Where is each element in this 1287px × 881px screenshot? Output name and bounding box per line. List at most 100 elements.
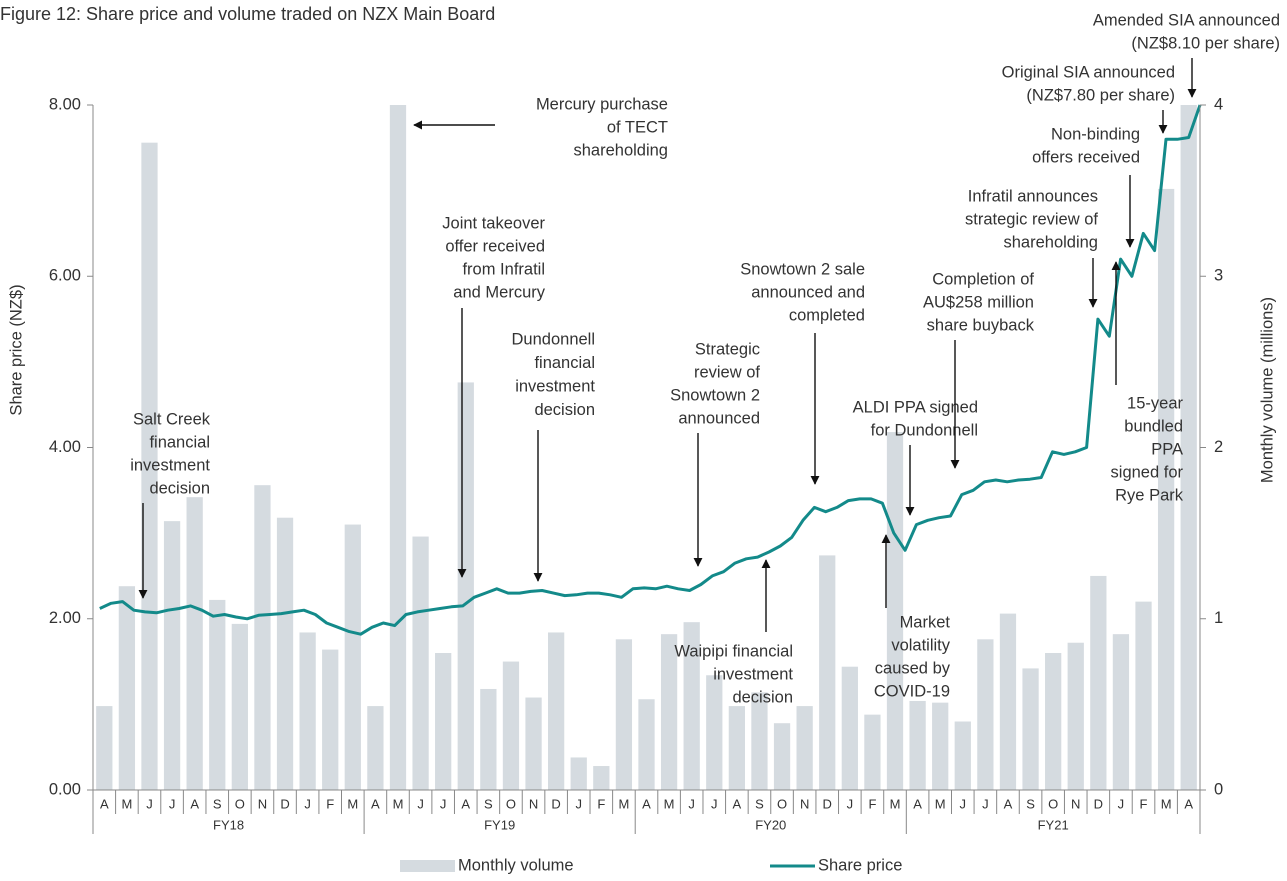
volume-bar bbox=[773, 723, 791, 790]
x-tick-label: M bbox=[664, 796, 675, 811]
volume-bar bbox=[909, 700, 926, 790]
annotation-text: (NZ$8.10 per share) bbox=[1131, 34, 1280, 52]
annotation-text: investment bbox=[713, 665, 793, 683]
group-label: FY19 bbox=[484, 817, 515, 832]
x-tick-label: M bbox=[935, 796, 946, 811]
y-tick-label: 4.00 bbox=[49, 438, 81, 456]
x-tick-label: A bbox=[100, 796, 109, 811]
volume-bar bbox=[819, 555, 836, 790]
volume-bar bbox=[435, 653, 452, 790]
x-tick-label: A bbox=[190, 796, 199, 811]
x-tick-label: J bbox=[711, 796, 718, 811]
x-tick-label: S bbox=[755, 796, 764, 811]
annotation-text: investment bbox=[515, 377, 595, 395]
volume-bar bbox=[96, 706, 113, 790]
annotation-text: completed bbox=[789, 306, 865, 324]
y2-tick-label: 0 bbox=[1214, 780, 1223, 798]
x-tick-label: J bbox=[688, 796, 695, 811]
volume-bar bbox=[1157, 188, 1175, 791]
annotation-text: Salt Creek bbox=[133, 410, 211, 428]
x-tick-label: D bbox=[280, 796, 289, 811]
volume-bar bbox=[1067, 642, 1084, 790]
volume-bar bbox=[276, 517, 294, 790]
x-tick-label: F bbox=[326, 796, 334, 811]
annotation-text: for Dundonnell bbox=[871, 421, 978, 439]
volume-bar bbox=[209, 599, 226, 790]
x-tick-label: A bbox=[1004, 796, 1013, 811]
annotation-text: financial bbox=[534, 354, 595, 372]
volume-bar bbox=[977, 639, 994, 790]
annotation-text: 15-year bbox=[1127, 394, 1183, 412]
volume-bar bbox=[638, 699, 655, 790]
x-tick-label: F bbox=[868, 796, 876, 811]
volume-bar bbox=[480, 688, 497, 790]
annotation-text: Strategic bbox=[695, 340, 760, 358]
volume-bar bbox=[186, 497, 203, 790]
annotation-text: Market bbox=[900, 613, 951, 631]
annotation-text: announced bbox=[678, 409, 760, 427]
annotation-text: (NZ$7.80 per share) bbox=[1026, 86, 1175, 104]
x-tick-label: J bbox=[440, 796, 447, 811]
x-tick-label: A bbox=[733, 796, 742, 811]
x-tick-label: O bbox=[235, 796, 245, 811]
x-tick-label: M bbox=[890, 796, 901, 811]
annotation-text: decision bbox=[732, 688, 793, 706]
volume-bar bbox=[118, 586, 136, 790]
x-tick-label: M bbox=[1161, 796, 1172, 811]
annotation-text: of TECT bbox=[607, 118, 668, 136]
x-tick-label: N bbox=[800, 796, 809, 811]
volume-bar bbox=[525, 697, 542, 790]
annotation-text: and Mercury bbox=[453, 283, 545, 301]
x-tick-label: O bbox=[777, 796, 787, 811]
volume-bar bbox=[1112, 634, 1130, 790]
annotation-text: Rye Park bbox=[1115, 486, 1184, 504]
volume-bar bbox=[389, 105, 407, 790]
x-tick-label: O bbox=[1048, 796, 1058, 811]
x-tick-label: O bbox=[506, 796, 516, 811]
volume-bar bbox=[999, 613, 1017, 790]
volume-bar bbox=[1135, 601, 1152, 790]
x-tick-label: S bbox=[484, 796, 493, 811]
chart-title: Figure 12: Share price and volume traded… bbox=[0, 4, 495, 24]
x-tick-label: A bbox=[461, 796, 470, 811]
x-tick-label: J bbox=[960, 796, 967, 811]
x-tick-label: F bbox=[597, 796, 605, 811]
annotation-text: COVID-19 bbox=[874, 682, 950, 700]
annotation-text: Amended SIA announced bbox=[1093, 11, 1280, 29]
x-tick-label: J bbox=[146, 796, 153, 811]
x-tick-label: D bbox=[551, 796, 560, 811]
volume-bar bbox=[954, 721, 971, 790]
annotation-text: strategic review of bbox=[965, 210, 1098, 228]
annotation-text: Snowtown 2 bbox=[670, 386, 760, 404]
volume-bar bbox=[299, 632, 316, 790]
volume-bar bbox=[660, 634, 678, 790]
y2-axis-label: Monthly volume (millions) bbox=[1258, 297, 1276, 483]
volume-bar bbox=[547, 632, 565, 790]
x-tick-label: M bbox=[347, 796, 358, 811]
x-tick-label: M bbox=[393, 796, 404, 811]
y2-tick-label: 1 bbox=[1214, 609, 1223, 627]
volume-bar bbox=[841, 666, 858, 790]
volume-bar bbox=[457, 382, 474, 790]
y-tick-label: 8.00 bbox=[49, 95, 81, 113]
y2-tick-label: 4 bbox=[1214, 95, 1223, 113]
x-tick-label: N bbox=[529, 796, 538, 811]
x-tick-label: M bbox=[618, 796, 629, 811]
annotation-text: ALDI PPA signed bbox=[853, 398, 978, 416]
x-tick-label: J bbox=[417, 796, 424, 811]
x-tick-label: M bbox=[121, 796, 132, 811]
x-tick-label: S bbox=[213, 796, 222, 811]
volume-bar bbox=[751, 692, 768, 790]
annotation-text: decision bbox=[534, 401, 595, 419]
annotation-text: Non-binding bbox=[1051, 125, 1140, 143]
volume-bar bbox=[412, 536, 429, 790]
x-tick-label: J bbox=[304, 796, 311, 811]
x-tick-label: N bbox=[1071, 796, 1080, 811]
annotation-text: offers received bbox=[1032, 148, 1140, 166]
volume-bar bbox=[728, 706, 746, 790]
volume-bar bbox=[344, 524, 361, 790]
volume-bar bbox=[706, 675, 723, 790]
x-tick-label: F bbox=[1140, 796, 1148, 811]
volume-bar bbox=[796, 706, 813, 790]
